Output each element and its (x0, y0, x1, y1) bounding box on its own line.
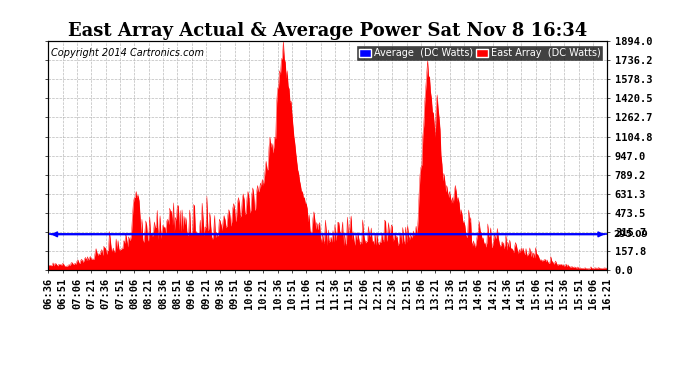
Legend: Average  (DC Watts), East Array  (DC Watts): Average (DC Watts), East Array (DC Watts… (357, 46, 602, 60)
Text: Copyright 2014 Cartronics.com: Copyright 2014 Cartronics.com (51, 48, 204, 58)
Text: 295.09: 295.09 (613, 230, 647, 239)
Title: East Array Actual & Average Power Sat Nov 8 16:34: East Array Actual & Average Power Sat No… (68, 22, 587, 40)
